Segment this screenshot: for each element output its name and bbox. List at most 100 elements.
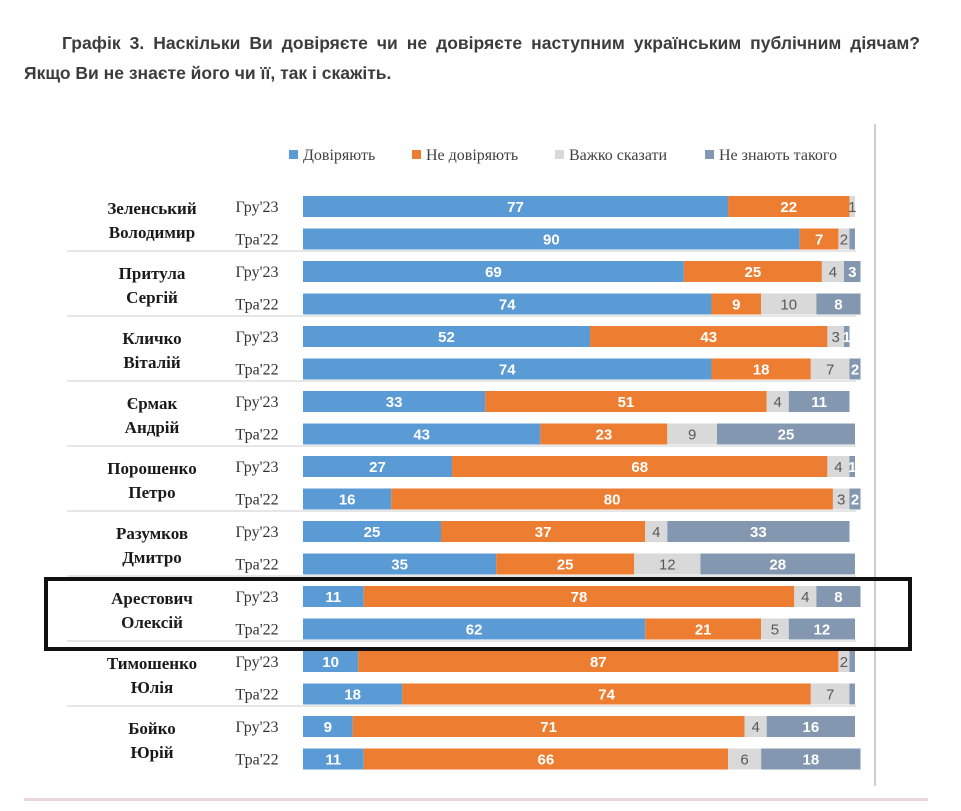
bar-segment-distrust — [711, 358, 811, 380]
bar-segment-unknown — [788, 391, 850, 412]
person-surname: Кличко — [122, 329, 181, 348]
data-label-trust: 27 — [369, 459, 386, 476]
bar-segment-trust — [303, 488, 392, 510]
legend-label-hard: Важко сказати — [569, 147, 668, 164]
bar-segment-hard — [821, 261, 844, 282]
bar-segment-distrust — [485, 391, 767, 412]
period-label: Тра'22 — [235, 362, 278, 379]
person-firstname: Юрій — [130, 743, 173, 762]
data-label-unknown: 2 — [851, 492, 859, 509]
bar-segment-unknown — [717, 423, 855, 445]
data-label-trust: 62 — [466, 622, 483, 639]
data-label-distrust: 23 — [595, 427, 612, 444]
person-firstname: Сергій — [126, 288, 178, 307]
bar-segment-unknown — [849, 683, 855, 705]
highlight-box-arestovych — [44, 577, 912, 651]
bar-segment-trust — [303, 618, 646, 640]
data-label-hard: 4 — [774, 394, 782, 411]
data-label-unknown: 1 — [843, 329, 851, 346]
person-firstname: Дмитро — [122, 548, 182, 567]
period-label: Тра'22 — [235, 687, 278, 704]
data-label-trust: 33 — [386, 394, 403, 411]
legend-swatch-unknown — [705, 150, 714, 159]
data-label-hard: 12 — [659, 557, 676, 574]
bar-segment-distrust — [496, 553, 635, 575]
person-firstname: Олексій — [121, 613, 183, 632]
bar-segment-trust — [303, 651, 359, 672]
data-label-distrust: 80 — [604, 492, 621, 509]
period-label: Тра'22 — [235, 297, 278, 314]
data-label-distrust: 21 — [695, 622, 712, 639]
bar-segment-unknown — [843, 326, 850, 347]
data-label-hard: 1 — [848, 199, 856, 216]
data-label-trust: 10 — [322, 654, 339, 671]
data-label-trust: 74 — [499, 362, 516, 379]
bar-segment-distrust — [590, 326, 828, 347]
bar-segment-unknown — [849, 228, 855, 250]
bar-segment-trust — [303, 423, 541, 445]
bar-segment-trust — [303, 748, 364, 770]
period-label: Гру'23 — [236, 589, 279, 606]
person-surname: Разумков — [116, 524, 188, 543]
data-label-hard: 5 — [771, 622, 779, 639]
data-label-unknown: 3 — [848, 264, 856, 281]
person-firstname: Віталій — [123, 353, 181, 372]
bar-segment-hard — [744, 716, 767, 737]
bar-segment-distrust — [683, 261, 822, 282]
bar-segment-unknown — [816, 586, 861, 607]
person-surname: Порошенко — [107, 459, 196, 478]
data-label-distrust: 22 — [780, 199, 797, 216]
legend-label-distrust: Не довіряють — [426, 147, 518, 164]
data-label-unknown: 2 — [851, 362, 859, 379]
bar-segment-trust — [303, 326, 591, 347]
bar-segment-hard — [849, 196, 855, 217]
bar-segment-trust — [303, 391, 486, 412]
bar-segment-trust — [303, 261, 684, 282]
bar-segment-hard — [645, 521, 668, 542]
data-label-hard: 9 — [688, 427, 696, 444]
data-label-distrust: 43 — [700, 329, 717, 346]
bar-segment-hard — [838, 228, 850, 250]
data-label-trust: 77 — [507, 199, 524, 216]
person-surname: Зеленський — [107, 199, 197, 218]
data-label-hard: 4 — [834, 459, 842, 476]
bar-segment-distrust — [363, 586, 795, 607]
legend-swatch-distrust — [412, 150, 421, 159]
bar-segment-unknown — [849, 488, 861, 510]
person-surname: Арестович — [111, 589, 193, 608]
bar-segment-trust — [303, 716, 353, 737]
bar-segment-hard — [766, 391, 789, 412]
data-label-trust: 11 — [325, 752, 341, 769]
bar-segment-unknown — [843, 261, 861, 282]
bar-segment-hard — [832, 488, 850, 510]
bar-segment-hard — [827, 326, 844, 347]
data-label-hard: 10 — [780, 297, 797, 314]
period-label: Гру'23 — [236, 264, 279, 281]
person-surname: Притула — [119, 264, 186, 283]
bar-segment-distrust — [402, 683, 811, 705]
data-label-trust: 18 — [344, 687, 361, 704]
person-surname: Єрмак — [127, 394, 178, 413]
bar-segment-unknown — [766, 716, 855, 737]
bar-segment-unknown — [667, 521, 850, 542]
data-label-trust: 35 — [391, 557, 408, 574]
data-label-distrust: 25 — [557, 557, 574, 574]
data-label-distrust: 37 — [535, 524, 552, 541]
data-label-unknown: 8 — [834, 297, 842, 314]
data-label-hard: 7 — [826, 687, 834, 704]
bar-segment-hard — [761, 618, 789, 640]
data-label-trust: 43 — [413, 427, 430, 444]
person-surname: Бойко — [128, 719, 176, 738]
bar-segment-distrust — [363, 748, 729, 770]
data-label-hard: 4 — [801, 589, 809, 606]
period-label: Гру'23 — [236, 329, 279, 346]
data-label-hard: 4 — [652, 524, 660, 541]
bar-segment-trust — [303, 456, 453, 477]
data-label-distrust: 71 — [540, 719, 557, 736]
data-label-distrust: 18 — [753, 362, 770, 379]
person-firstname: Володимир — [109, 223, 195, 242]
bar-segment-distrust — [799, 228, 839, 250]
period-label: Гру'23 — [236, 719, 279, 736]
data-label-unknown: 25 — [778, 427, 795, 444]
bar-segment-unknown — [761, 748, 861, 770]
